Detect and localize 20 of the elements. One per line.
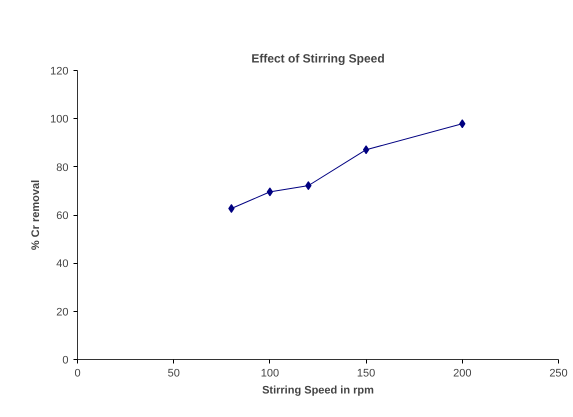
x-tick-label: 0 <box>74 368 81 380</box>
point <box>305 181 312 190</box>
x-tick-label: 50 <box>168 368 180 380</box>
point <box>266 187 274 196</box>
y-tick-label: 20 <box>56 306 69 318</box>
y-tick-label: 40 <box>56 258 69 270</box>
x-tick-label: 250 <box>549 368 568 380</box>
point <box>362 145 370 154</box>
point <box>228 204 235 213</box>
y-tick-label: 60 <box>56 210 69 222</box>
x-tick-label: 200 <box>453 368 472 380</box>
x-axis-title: Stirring Speed in rpm <box>262 384 374 396</box>
y-tick-label: 120 <box>50 66 69 78</box>
x-tick-label: 100 <box>260 368 280 380</box>
chart-title: Effect of Stirring Speed <box>251 52 385 66</box>
y-tick-label: 80 <box>56 162 69 174</box>
y-axis-title: % Cr removal <box>30 180 42 250</box>
y-tick-label: 100 <box>50 114 69 126</box>
x-tick-label: 150 <box>356 368 376 380</box>
y-tick-label: 0 <box>62 354 69 366</box>
